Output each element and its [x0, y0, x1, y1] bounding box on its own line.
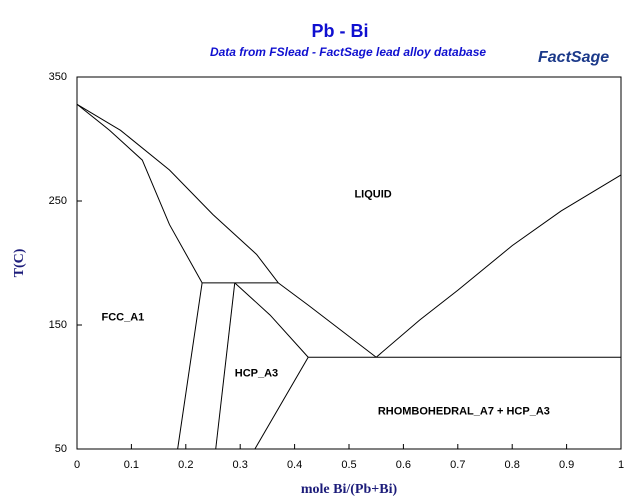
phase-boundary — [277, 282, 377, 358]
y-tick-label: 50 — [55, 443, 67, 455]
x-axis-title: mole Bi/(Pb+Bi) — [301, 482, 398, 497]
phase-boundary — [177, 282, 203, 450]
phase-boundary — [254, 356, 309, 450]
x-tick-label: 0.7 — [450, 459, 465, 471]
y-tick-label: 150 — [49, 319, 67, 331]
phase-boundary — [76, 103, 203, 284]
x-tick-label: 0.9 — [559, 459, 574, 471]
x-tick-label: 0.2 — [178, 459, 193, 471]
phase-label: HCP_A3 — [235, 367, 278, 379]
x-tick-label: 0.8 — [505, 459, 520, 471]
x-tick-label: 0.1 — [124, 459, 139, 471]
phase-label: RHOMBOHEDRAL_A7 + HCP_A3 — [378, 406, 550, 418]
x-tick-label: 0 — [74, 459, 80, 471]
phase-label: LIQUID — [354, 189, 391, 201]
phase-boundary — [215, 282, 236, 450]
x-tick-label: 0.5 — [341, 459, 356, 471]
x-tick-label: 0.4 — [287, 459, 302, 471]
x-tick-label: 0.6 — [396, 459, 411, 471]
chart-title: Pb - Bi — [312, 21, 369, 41]
x-tick-label: 1 — [618, 459, 624, 471]
chart-subtitle: Data from FSlead - FactSage lead alloy d… — [210, 45, 486, 59]
logo: FactSage — [538, 49, 609, 66]
phase-label: FCC_A1 — [101, 311, 144, 323]
y-axis-title: T(C) — [12, 248, 27, 277]
y-tick-label: 350 — [49, 71, 67, 83]
phase-boundary — [76, 103, 279, 284]
phase-boundary — [234, 282, 309, 358]
x-tick-label: 0.3 — [233, 459, 248, 471]
plot-frame — [76, 76, 622, 450]
phase-boundary — [375, 174, 622, 358]
y-tick-label: 250 — [49, 195, 67, 207]
